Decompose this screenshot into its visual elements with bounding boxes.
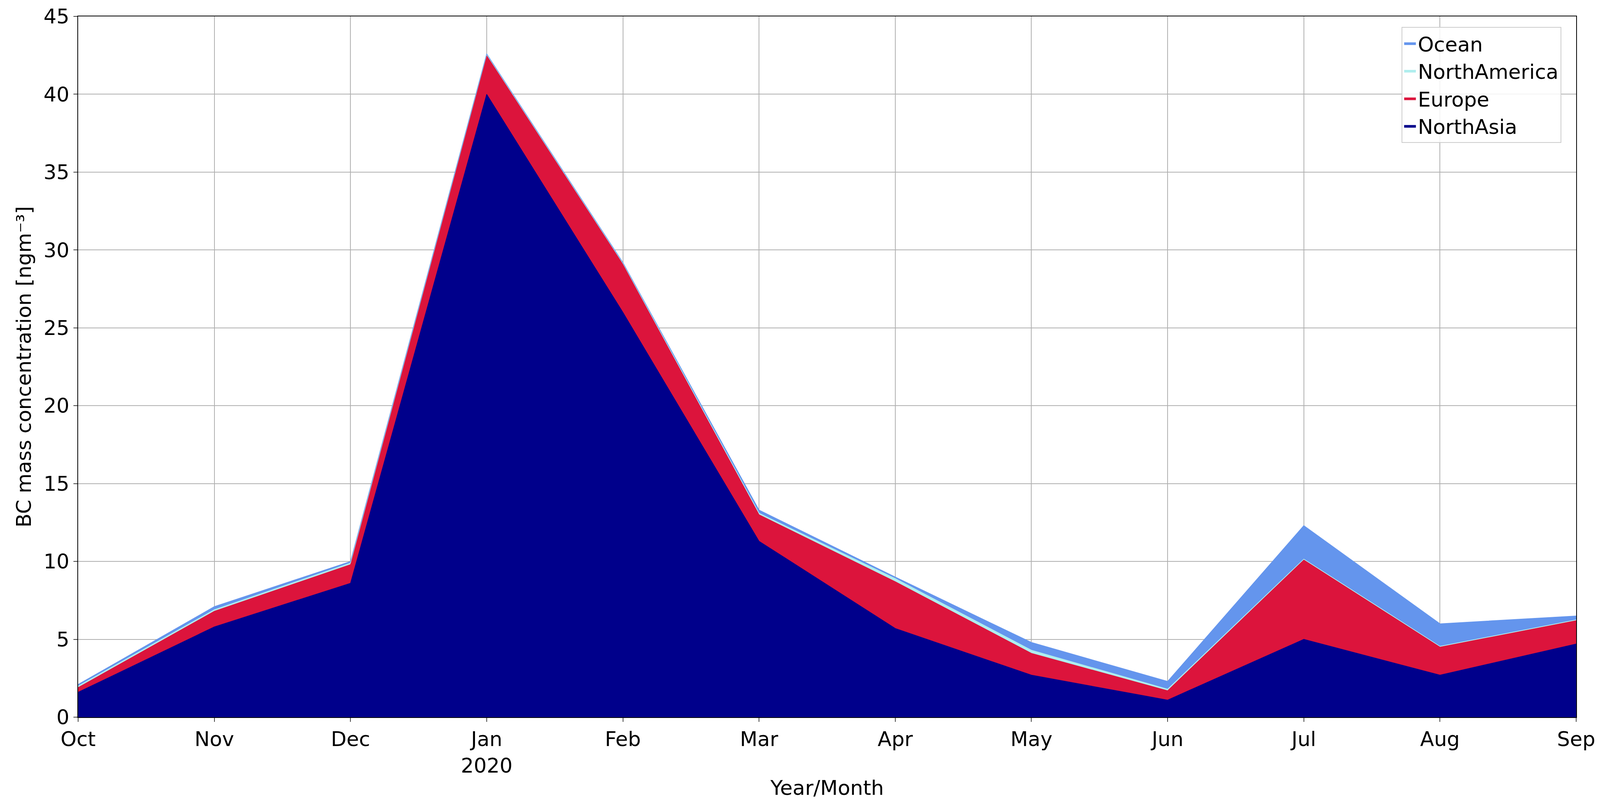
svg-text:Nov: Nov (194, 727, 235, 752)
svg-text:Year/Month: Year/Month (769, 776, 884, 800)
svg-text:NorthAmerica: NorthAmerica (1417, 60, 1559, 84)
svg-text:5: 5 (56, 628, 70, 652)
svg-text:Oct: Oct (60, 727, 96, 752)
svg-text:30: 30 (43, 238, 70, 263)
svg-text:Jan2020: Jan2020 (460, 727, 513, 778)
svg-text:Dec: Dec (330, 727, 371, 752)
svg-text:0: 0 (56, 705, 70, 730)
svg-text:Aug: Aug (1420, 727, 1461, 752)
svg-text:35: 35 (43, 160, 70, 184)
svg-text:Mar: Mar (739, 727, 779, 752)
svg-text:Europe: Europe (1417, 87, 1490, 112)
svg-text:Jul: Jul (1290, 727, 1317, 752)
svg-text:20: 20 (43, 394, 70, 418)
svg-text:10: 10 (43, 550, 70, 574)
svg-text:Sep: Sep (1557, 727, 1596, 752)
svg-text:15: 15 (43, 472, 70, 496)
svg-text:NorthAsia: NorthAsia (1417, 115, 1518, 139)
svg-text:25: 25 (43, 316, 70, 340)
svg-text:45: 45 (43, 4, 70, 29)
svg-text:Ocean: Ocean (1417, 32, 1483, 57)
svg-text:Apr: Apr (877, 727, 914, 752)
svg-text:Jun: Jun (1150, 727, 1184, 752)
svg-text:Feb: Feb (605, 727, 642, 752)
svg-text:BC mass concentration [ngm⁻³]: BC mass concentration [ngm⁻³] (12, 206, 36, 528)
svg-text:40: 40 (43, 82, 70, 107)
svg-text:May: May (1010, 727, 1053, 752)
